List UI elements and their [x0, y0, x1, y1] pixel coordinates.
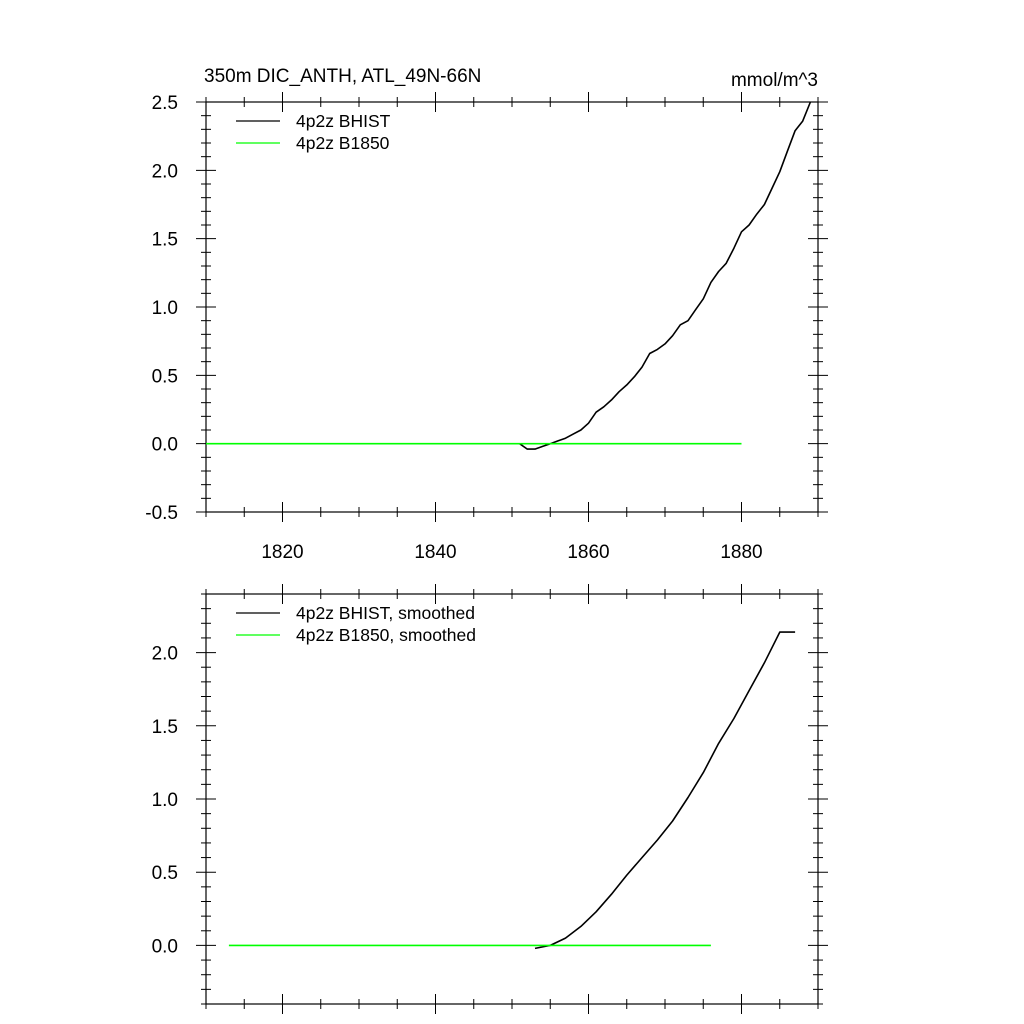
- top-axis-ticks: [196, 92, 828, 522]
- top-panel: 350m DIC_ANTH, ATL_49N-66N mmol/m^3 -0.5…: [145, 66, 828, 563]
- bottom-series-lines: [228, 631, 796, 950]
- x-tick-label: 1880: [720, 542, 762, 563]
- bottom-y-tick-labels: 0.0 0.5 1.0 1.5 2.0: [152, 644, 178, 958]
- top-chart-title: 350m DIC_ANTH, ATL_49N-66N: [204, 66, 481, 87]
- y-tick-label: 1.0: [152, 298, 178, 319]
- y-tick-label: 0.5: [152, 366, 178, 387]
- legend-label-bhist: 4p2z BHIST: [296, 111, 391, 131]
- y-tick-label: 2.0: [152, 644, 178, 665]
- bottom-axis-ticks: [196, 584, 828, 1014]
- y-tick-label: 0.0: [152, 936, 178, 957]
- top-plot-frame: [205, 101, 819, 513]
- legend-label-bhist-smoothed: 4p2z BHIST, smoothed: [296, 603, 475, 623]
- legend-label-b1850: 4p2z B1850: [296, 133, 390, 153]
- series-line-bhist: [519, 101, 812, 450]
- y-tick-label: 1.5: [152, 230, 178, 251]
- top-chart-units: mmol/m^3: [731, 70, 818, 91]
- y-tick-label: 1.5: [152, 717, 178, 738]
- top-y-tick-labels: -0.5 0.0 0.5 1.0 1.5 2.0 2.5: [145, 93, 178, 524]
- y-tick-label: 0.5: [152, 863, 178, 884]
- legend-label-b1850-smoothed: 4p2z B1850, smoothed: [296, 625, 476, 645]
- x-tick-label: 1840: [414, 542, 456, 563]
- y-tick-label: 1.0: [152, 790, 178, 811]
- bottom-legend: 4p2z BHIST, smoothed 4p2z B1850, smoothe…: [236, 603, 476, 645]
- y-tick-label: 2.0: [152, 161, 178, 182]
- bottom-plot-frame: [205, 593, 819, 1005]
- top-series-lines: [206, 101, 812, 450]
- y-tick-label: 0.0: [152, 435, 178, 456]
- x-tick-label: 1820: [261, 542, 303, 563]
- x-tick-label: 1860: [567, 542, 609, 563]
- bottom-panel: 0.0 0.5 1.0 1.5 2.0 4p2z BHIST, smoothed 4p2…: [152, 584, 828, 1014]
- y-tick-label: 2.5: [152, 93, 178, 114]
- top-x-tick-labels: 1820 1840 1860 1880: [261, 542, 762, 563]
- top-legend: 4p2z BHIST 4p2z B1850: [236, 111, 391, 153]
- series-line-bhist: [534, 631, 796, 950]
- y-tick-label: -0.5: [145, 503, 178, 524]
